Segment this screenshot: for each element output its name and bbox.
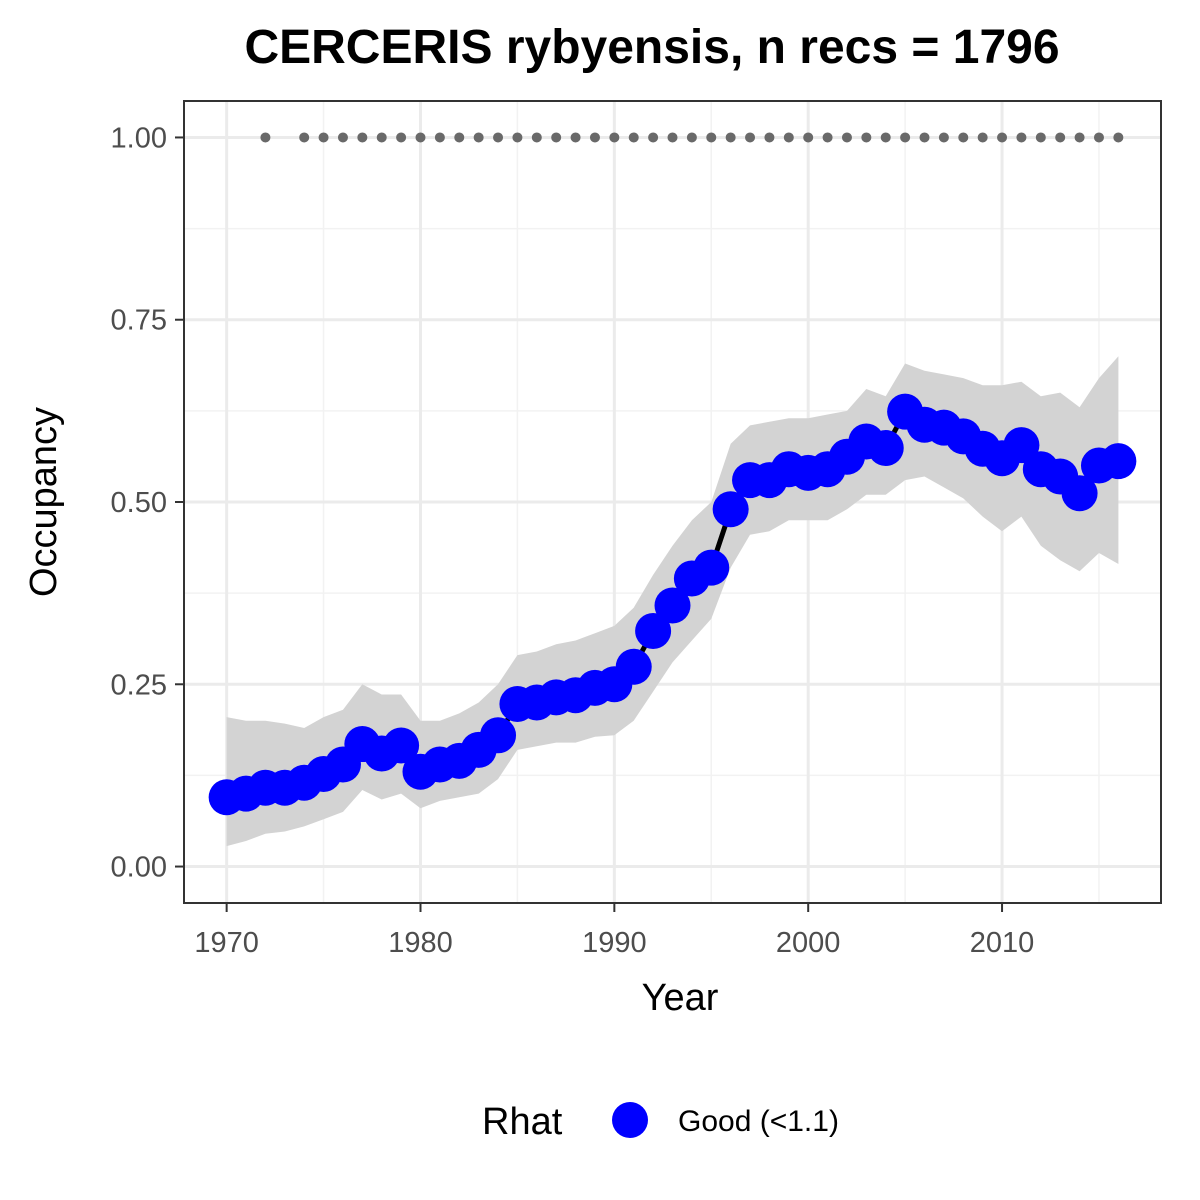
data-year-dot xyxy=(919,132,930,143)
data-year-dot xyxy=(783,132,794,143)
data-year-dot xyxy=(1113,132,1124,143)
data-year-dot xyxy=(376,132,387,143)
chart-title: CERCERIS rybyensis, n recs = 1796 xyxy=(244,21,1059,74)
occupancy-point xyxy=(693,549,730,586)
occupancy-point xyxy=(480,717,517,754)
data-year-dot xyxy=(977,132,988,143)
y-axis: 0.00 0.25 0.50 0.75 1.00 xyxy=(111,122,184,884)
occupancy-point xyxy=(1100,443,1137,480)
y-tick-label: 0.50 xyxy=(111,487,167,519)
data-year-dot xyxy=(745,132,756,143)
occupancy-point xyxy=(867,430,904,467)
x-tick-label: 2010 xyxy=(970,927,1035,959)
data-year-dot xyxy=(1016,132,1027,143)
y-tick-label: 0.75 xyxy=(111,305,167,337)
data-year-dot xyxy=(1093,132,1104,143)
data-years-layer xyxy=(260,132,1124,143)
legend-label-good: Good (<1.1) xyxy=(678,1105,839,1138)
data-year-dot xyxy=(648,132,659,143)
y-tick-label: 0.00 xyxy=(111,852,167,884)
data-year-dot xyxy=(958,132,969,143)
data-year-dot xyxy=(609,132,620,143)
y-tick-label: 0.25 xyxy=(111,669,167,701)
plot-panel xyxy=(183,100,1162,904)
data-year-dot xyxy=(396,132,407,143)
data-year-dot xyxy=(686,132,697,143)
legend-title: Rhat xyxy=(482,1101,563,1143)
x-axis-title: Year xyxy=(642,977,719,1019)
data-year-dot xyxy=(318,132,329,143)
occupancy-point xyxy=(654,587,691,624)
data-year-dot xyxy=(1074,132,1085,143)
y-axis-title: Occupancy xyxy=(23,407,65,597)
data-year-dot xyxy=(531,132,542,143)
data-year-dot xyxy=(667,132,678,143)
occupancy-points-layer xyxy=(208,393,1137,816)
data-year-dot xyxy=(434,132,445,143)
data-year-dot xyxy=(337,132,348,143)
data-year-dot xyxy=(551,132,562,143)
data-year-dot xyxy=(473,132,484,143)
occupancy-point xyxy=(1061,475,1098,512)
data-year-dot xyxy=(900,132,911,143)
data-year-dot xyxy=(589,132,600,143)
legend: Rhat Good (<1.1) xyxy=(482,1101,839,1143)
occupancy-point xyxy=(635,613,672,650)
data-year-dot xyxy=(570,132,581,143)
data-year-dot xyxy=(260,132,271,143)
occupancy-point xyxy=(383,727,420,764)
data-year-dot xyxy=(454,132,465,143)
x-tick-label: 1980 xyxy=(388,927,453,959)
data-year-dot xyxy=(997,132,1008,143)
data-year-dot xyxy=(880,132,891,143)
occupancy-point xyxy=(1003,427,1040,464)
data-year-dot xyxy=(706,132,717,143)
x-tick-label: 1970 xyxy=(194,927,259,959)
occupancy-point xyxy=(615,648,652,685)
data-year-dot xyxy=(1055,132,1066,143)
x-tick-label: 2000 xyxy=(776,927,841,959)
data-year-dot xyxy=(299,132,310,143)
data-year-dot xyxy=(803,132,814,143)
data-year-dot xyxy=(1035,132,1046,143)
data-year-dot xyxy=(357,132,368,143)
data-year-dot xyxy=(938,132,949,143)
data-year-dot xyxy=(764,132,775,143)
data-year-dot xyxy=(822,132,833,143)
data-year-dot xyxy=(841,132,852,143)
x-tick-label: 1990 xyxy=(582,927,647,959)
occupancy-point xyxy=(712,491,749,528)
x-axis: 1970 1980 1990 2000 2010 xyxy=(194,903,1034,959)
legend-key-good xyxy=(612,1102,648,1138)
data-year-dot xyxy=(628,132,639,143)
data-year-dot xyxy=(725,132,736,143)
data-year-dot xyxy=(512,132,523,143)
data-year-dot xyxy=(861,132,872,143)
data-year-dot xyxy=(415,132,426,143)
y-tick-label: 1.00 xyxy=(111,122,167,154)
data-year-dot xyxy=(493,132,504,143)
